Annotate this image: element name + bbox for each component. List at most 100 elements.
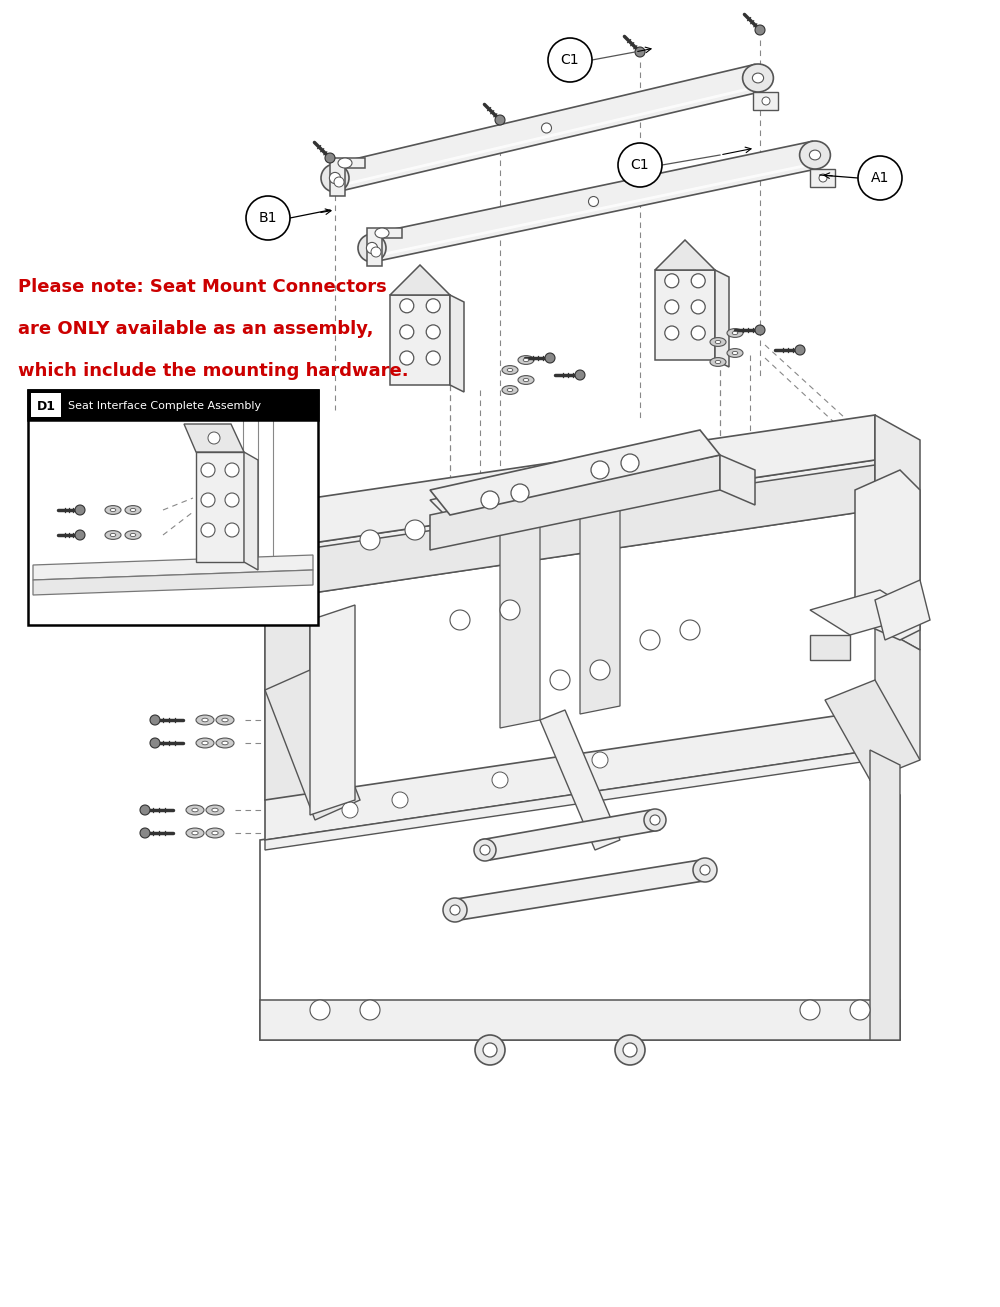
Ellipse shape [202,719,208,721]
Ellipse shape [732,352,738,354]
Text: A1: A1 [871,171,889,186]
Polygon shape [500,472,540,728]
Circle shape [665,299,679,314]
Circle shape [858,156,902,200]
Circle shape [665,273,679,288]
Ellipse shape [196,715,214,725]
Polygon shape [870,750,900,1040]
Polygon shape [330,158,365,196]
Ellipse shape [192,831,198,835]
Polygon shape [715,271,729,367]
Circle shape [360,531,380,550]
Polygon shape [480,810,660,860]
Polygon shape [265,505,310,819]
Ellipse shape [202,741,208,745]
Circle shape [201,523,215,537]
Ellipse shape [358,234,386,261]
Ellipse shape [186,829,204,838]
Polygon shape [390,265,450,295]
Polygon shape [369,141,818,261]
Ellipse shape [650,816,660,825]
Ellipse shape [523,358,529,362]
Ellipse shape [693,857,717,882]
Ellipse shape [375,227,389,238]
Ellipse shape [752,73,764,82]
Ellipse shape [110,508,116,511]
Circle shape [481,491,499,508]
Ellipse shape [443,898,467,921]
Circle shape [542,123,552,133]
Circle shape [550,670,570,690]
Polygon shape [265,600,310,819]
Ellipse shape [110,533,116,537]
Circle shape [795,345,805,356]
Circle shape [495,115,505,125]
Ellipse shape [206,829,224,838]
Polygon shape [265,460,875,600]
Ellipse shape [727,328,743,337]
Circle shape [575,370,585,380]
Ellipse shape [366,242,378,254]
Circle shape [588,196,598,207]
Circle shape [400,352,414,365]
Ellipse shape [212,831,218,835]
Polygon shape [875,625,920,759]
Circle shape [592,752,608,769]
Circle shape [75,531,85,540]
Circle shape [246,196,290,240]
Ellipse shape [105,506,121,515]
Circle shape [208,433,220,444]
Circle shape [371,247,381,257]
Bar [28,389,318,420]
Polygon shape [310,605,355,816]
Polygon shape [367,227,402,267]
Ellipse shape [507,369,513,371]
Circle shape [334,176,344,187]
Ellipse shape [222,741,228,745]
Polygon shape [265,416,875,550]
Ellipse shape [125,506,141,515]
Ellipse shape [321,163,349,192]
Text: C1: C1 [561,54,579,67]
Circle shape [800,1000,820,1019]
Text: are ONLY available as an assembly,: are ONLY available as an assembly, [18,320,374,339]
Bar [28,389,318,625]
Circle shape [762,97,770,105]
Circle shape [591,461,609,478]
Polygon shape [810,169,835,187]
Ellipse shape [329,173,341,183]
Circle shape [545,353,555,363]
Ellipse shape [475,1035,505,1065]
Ellipse shape [206,805,224,816]
Polygon shape [430,471,730,531]
Ellipse shape [615,1035,645,1065]
Circle shape [426,325,440,339]
Circle shape [426,299,440,312]
Polygon shape [825,680,920,780]
Circle shape [548,38,592,82]
Ellipse shape [502,386,518,395]
Text: C1: C1 [631,158,649,173]
Circle shape [225,493,239,507]
Polygon shape [33,555,313,580]
Circle shape [360,1000,380,1019]
Ellipse shape [474,839,496,861]
Ellipse shape [518,356,534,365]
Ellipse shape [212,808,218,812]
Text: Seat Interface Complete Assembly: Seat Interface Complete Assembly [68,401,261,410]
Polygon shape [196,452,244,562]
Ellipse shape [727,349,743,357]
Polygon shape [655,240,715,271]
Text: D1: D1 [36,400,56,413]
Polygon shape [430,455,720,550]
Bar [31,393,61,417]
Polygon shape [390,295,450,386]
Ellipse shape [644,809,666,831]
Circle shape [755,25,765,35]
Ellipse shape [809,150,821,159]
Ellipse shape [743,64,773,91]
Circle shape [590,660,610,680]
Circle shape [691,273,705,288]
Polygon shape [875,416,920,650]
Circle shape [450,610,470,630]
